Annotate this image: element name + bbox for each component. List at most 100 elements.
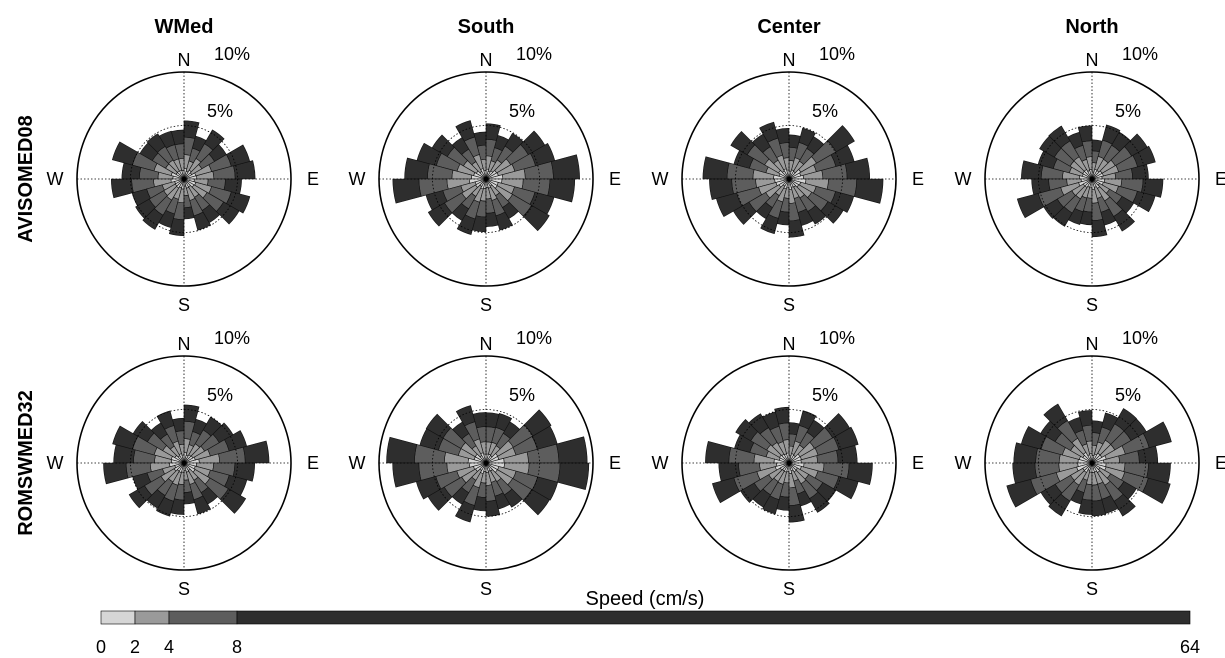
rose-panel-north-avisomed08: N S E W 10% 5%	[955, 44, 1225, 315]
rose-sector-2-bin-3	[523, 409, 552, 437]
rose-sector-8-bin-3	[1043, 403, 1068, 429]
direction-w: W	[349, 169, 366, 189]
ring-5pct	[130, 409, 238, 517]
rose-sector-6-bin-3	[774, 406, 790, 425]
column-title-wmed: WMed	[155, 16, 214, 38]
rose-sector-4-bin-3	[1102, 124, 1121, 145]
rose-sector-14-bin-3	[732, 201, 757, 225]
rose-sector-16-bin-3	[455, 500, 475, 523]
rose-panel-north-romswmed32: N S E W 10% 5%	[955, 328, 1225, 599]
ring-label-5pct: 5%	[812, 385, 838, 405]
direction-n: N	[1086, 50, 1099, 70]
direction-w: W	[47, 453, 64, 473]
colorbar-tick-4: 4	[164, 637, 174, 657]
colorbar-bin-8-64	[236, 610, 1191, 625]
colorbar-bin-4-8	[168, 610, 238, 625]
rose-sector-1-bin-3	[1142, 421, 1172, 449]
rose-sector-22-bin-3	[226, 191, 251, 214]
center-dot	[787, 177, 791, 181]
rose-sector-6-bin-3	[1078, 410, 1093, 427]
ring-label-10pct: 10%	[516, 328, 552, 348]
rose-sector-12-bin-3	[709, 178, 734, 200]
rose-sector-7-bin-3	[455, 120, 476, 142]
direction-n: N	[480, 50, 493, 70]
rose-sector-3-bin-3	[1114, 408, 1137, 432]
direction-n: N	[178, 50, 191, 70]
row-title-romswmed32: ROMSWMED32	[15, 390, 37, 536]
rose-sector-20-bin-3	[809, 491, 830, 513]
ring-5pct	[735, 125, 843, 233]
ring-label-5pct: 5%	[1115, 101, 1141, 121]
rose-sector-12-bin-3	[111, 178, 134, 199]
rose-sector-9-bin-3	[730, 131, 756, 156]
rose-sector-18-bin-3	[485, 499, 501, 517]
rose-sector-21-bin-3	[219, 488, 247, 514]
rose-sector-0-bin-3	[242, 440, 270, 464]
rose-sector-16-bin-3	[156, 496, 175, 517]
ring-5pct	[1038, 409, 1146, 517]
rose-sector-10-bin-3	[112, 425, 139, 450]
rose-sector-21-bin-3	[522, 204, 550, 232]
rose-sector-5-bin-3	[183, 120, 200, 139]
direction-e: E	[609, 169, 621, 189]
direction-n: N	[178, 334, 191, 354]
ring-label-5pct: 5%	[509, 101, 535, 121]
rose-sector-6-bin-3	[1077, 125, 1093, 143]
rose-sector-4-bin-3	[798, 410, 817, 430]
rose-panel-wmed-romswmed32: N S E W 10% 5%	[47, 328, 320, 599]
rose-panel-south-romswmed32: N S E W 10% 5%	[349, 328, 622, 599]
rose-sector-20-bin-3	[1113, 209, 1135, 232]
direction-s: S	[178, 579, 190, 599]
rose-sector-0-bin-3	[550, 154, 580, 180]
rose-sector-22-bin-3	[1142, 477, 1171, 504]
rose-sector-16-bin-3	[1067, 208, 1084, 225]
rose-panel-wmed-avisomed08: N S E W 10% 5%	[47, 44, 320, 315]
rose-sector-4-bin-3	[798, 127, 816, 147]
rose-sector-8-bin-3	[146, 133, 166, 153]
rose-sector-19-bin-3	[193, 495, 211, 515]
rose-sector-13-bin-3	[1016, 193, 1045, 219]
rose-sector-13-bin-3	[712, 477, 740, 504]
ring-label-5pct: 5%	[509, 385, 535, 405]
rose-panel-center-romswmed32: N S E W 10% 5%	[652, 328, 925, 599]
ring-label-5pct: 5%	[812, 101, 838, 121]
ring-5pct	[1038, 125, 1146, 233]
rose-sector-13-bin-3	[1006, 479, 1038, 508]
rose-sector-2-bin-3	[212, 422, 234, 444]
rose-sector-1-bin-3	[1132, 145, 1156, 168]
rose-panel-center-avisomed08: N S E W 10% 5%	[652, 44, 925, 315]
direction-n: N	[480, 334, 493, 354]
rose-sector-1-bin-3	[833, 426, 859, 451]
ring-label-5pct: 5%	[207, 385, 233, 405]
rose-sector-18-bin-3	[788, 219, 805, 238]
rose-sector-3-bin-3	[202, 416, 222, 437]
ring-label-10pct: 10%	[819, 44, 855, 64]
rose-sector-11-bin-3	[386, 436, 418, 464]
direction-w: W	[47, 169, 64, 189]
center-dot	[787, 461, 791, 465]
colorbar-tick-0: 0	[96, 637, 106, 657]
ring-5pct	[432, 125, 540, 233]
colorbar-bin-2-4	[134, 610, 170, 625]
rose-sector-2-bin-3	[1124, 133, 1148, 157]
rose-sector-14-bin-3	[128, 485, 153, 509]
rose-sector-0-bin-3	[233, 160, 256, 180]
direction-s: S	[178, 295, 190, 315]
rose-sector-0-bin-3	[844, 157, 871, 180]
rose-sector-7-bin-3	[156, 410, 175, 430]
ring-label-10pct: 10%	[214, 328, 250, 348]
rose-sector-7-bin-3	[759, 121, 779, 143]
colorbar-tick-8: 8	[232, 637, 242, 657]
colorbar-bin-0-2	[100, 610, 136, 625]
direction-e: E	[307, 169, 319, 189]
ring-label-10pct: 10%	[214, 44, 250, 64]
rose-sector-9-bin-3	[425, 413, 452, 439]
rose-sector-18-bin-3	[1091, 499, 1107, 517]
ring-label-10pct: 10%	[819, 328, 855, 348]
rose-sector-16-bin-3	[456, 214, 476, 235]
direction-s: S	[783, 579, 795, 599]
rose-sector-16-bin-3	[760, 213, 779, 235]
rose-sector-23-bin-3	[557, 462, 590, 490]
direction-w: W	[652, 169, 669, 189]
rose-sector-15-bin-3	[142, 208, 164, 230]
